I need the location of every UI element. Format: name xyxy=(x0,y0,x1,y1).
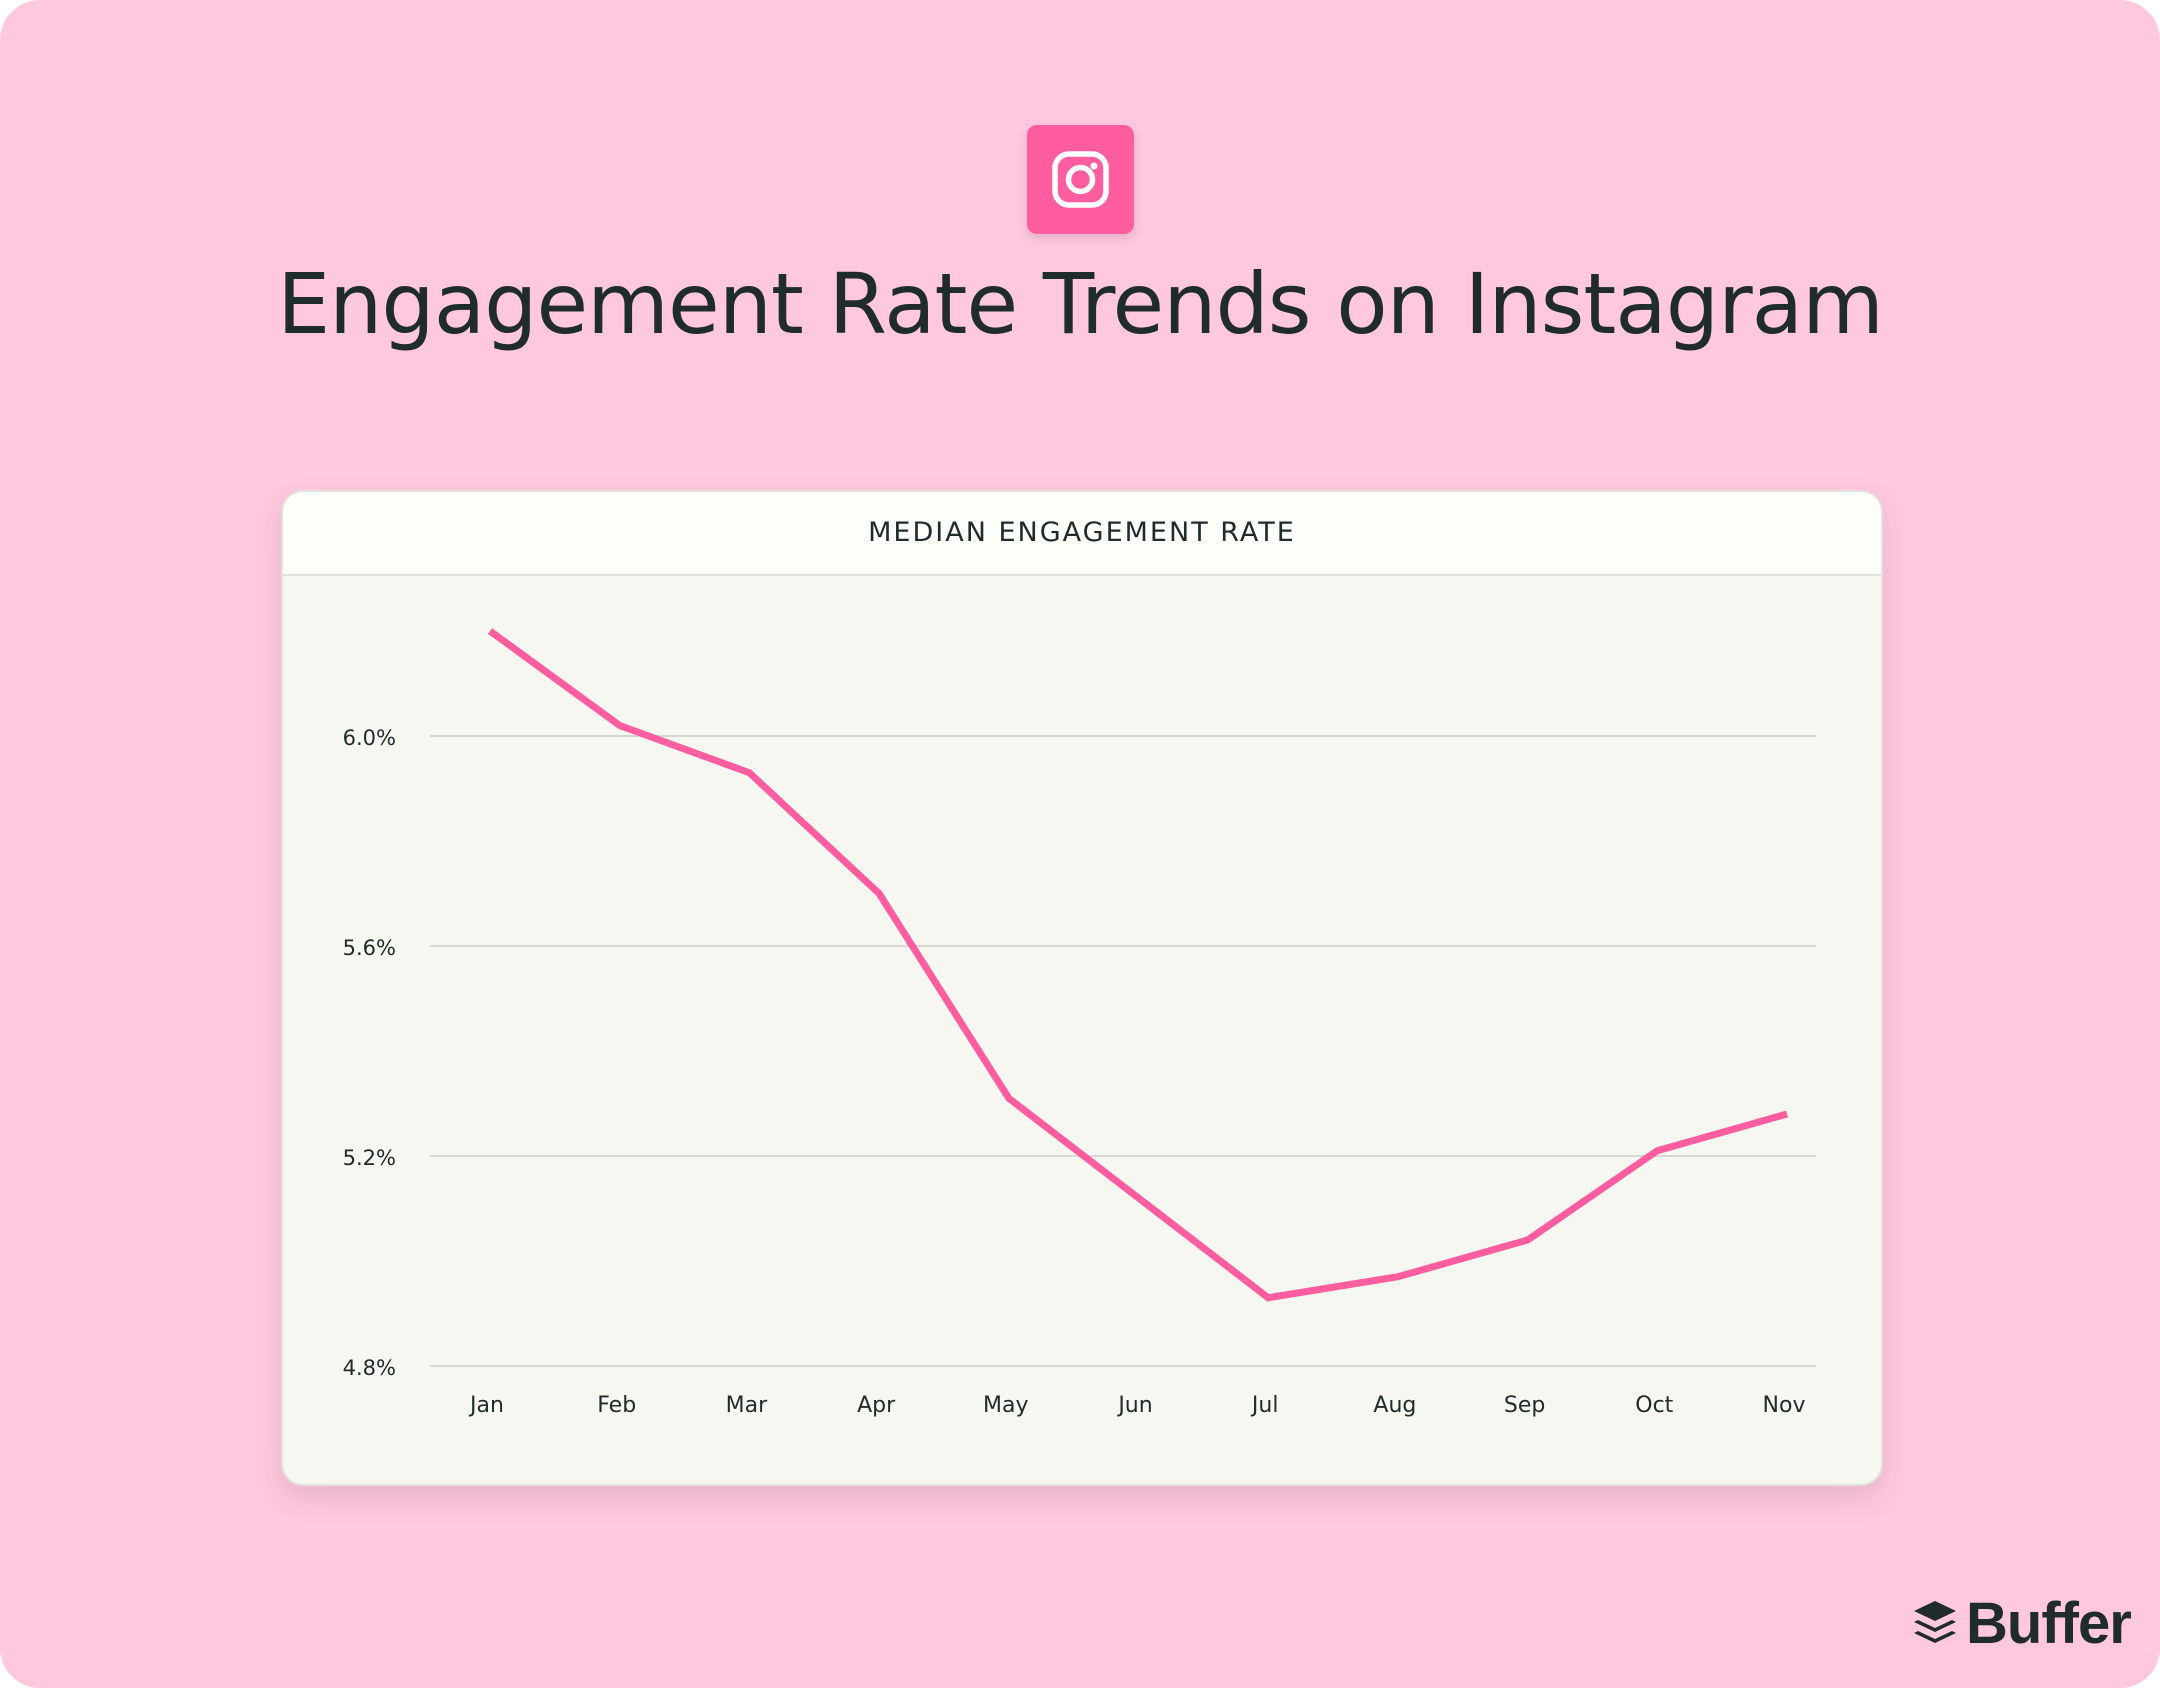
x-tick-label: Aug xyxy=(1373,1393,1416,1418)
x-tick-label: Nov xyxy=(1763,1393,1806,1418)
x-tick-label: Jun xyxy=(1116,1393,1152,1418)
y-tick-label: 5.6% xyxy=(343,936,396,960)
buffer-layers-icon xyxy=(1914,1600,1956,1643)
x-tick-label: May xyxy=(983,1393,1028,1418)
y-tick-label: 4.8% xyxy=(343,1356,396,1380)
y-tick-label: 5.2% xyxy=(343,1146,396,1170)
chart-card: MEDIAN ENGAGEMENT RATE xyxy=(281,490,1883,1486)
brand-name: Buffer xyxy=(1966,1591,2132,1656)
x-tick-label: Apr xyxy=(857,1393,896,1418)
chart-title: MEDIAN ENGAGEMENT RATE xyxy=(283,492,1881,576)
y-tick-label: 6.0% xyxy=(343,726,396,750)
x-tick-label: Oct xyxy=(1635,1393,1673,1418)
x-tick-label: Feb xyxy=(597,1393,636,1418)
series-line xyxy=(487,628,1788,1302)
instagram-icon xyxy=(1027,125,1134,234)
x-tick-label: Jan xyxy=(468,1393,504,1418)
page-title: Engagement Rate Trends on Instagram xyxy=(277,255,1884,353)
buffer-logo: Buffer xyxy=(1912,1590,2132,1657)
x-tick-label: Jul xyxy=(1250,1393,1279,1418)
x-tick-label: Sep xyxy=(1504,1393,1545,1418)
x-tick-label: Mar xyxy=(726,1393,768,1418)
